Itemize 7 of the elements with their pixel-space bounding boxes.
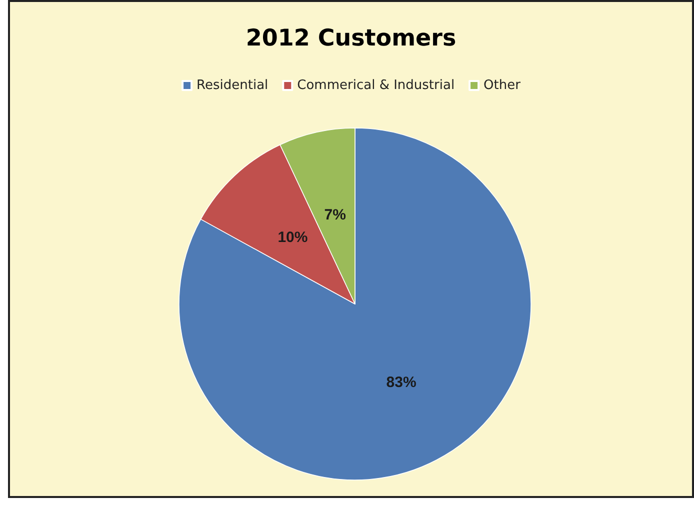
legend-label: Residential — [196, 78, 268, 93]
data-label: 7% — [324, 206, 346, 224]
data-label: 83% — [386, 374, 416, 391]
legend-label: Commerical & Industrial — [297, 78, 455, 93]
legend-label: Other — [484, 78, 522, 93]
data-label: 10% — [278, 229, 308, 246]
chart-title: 2012 Customers — [246, 26, 456, 52]
